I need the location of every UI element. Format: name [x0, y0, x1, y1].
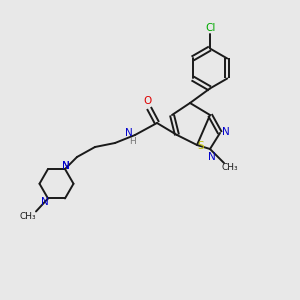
Text: Cl: Cl	[206, 23, 216, 34]
Text: CH₃: CH₃	[20, 212, 36, 221]
Text: CH₃: CH₃	[222, 164, 238, 172]
Text: N: N	[125, 128, 133, 138]
Text: N: N	[62, 161, 70, 171]
Text: O: O	[143, 96, 151, 106]
Text: N: N	[222, 127, 230, 137]
Text: N: N	[41, 197, 49, 207]
Text: N: N	[208, 152, 216, 162]
Text: N: N	[62, 161, 70, 171]
Text: S: S	[198, 141, 204, 151]
Text: H: H	[129, 137, 135, 146]
